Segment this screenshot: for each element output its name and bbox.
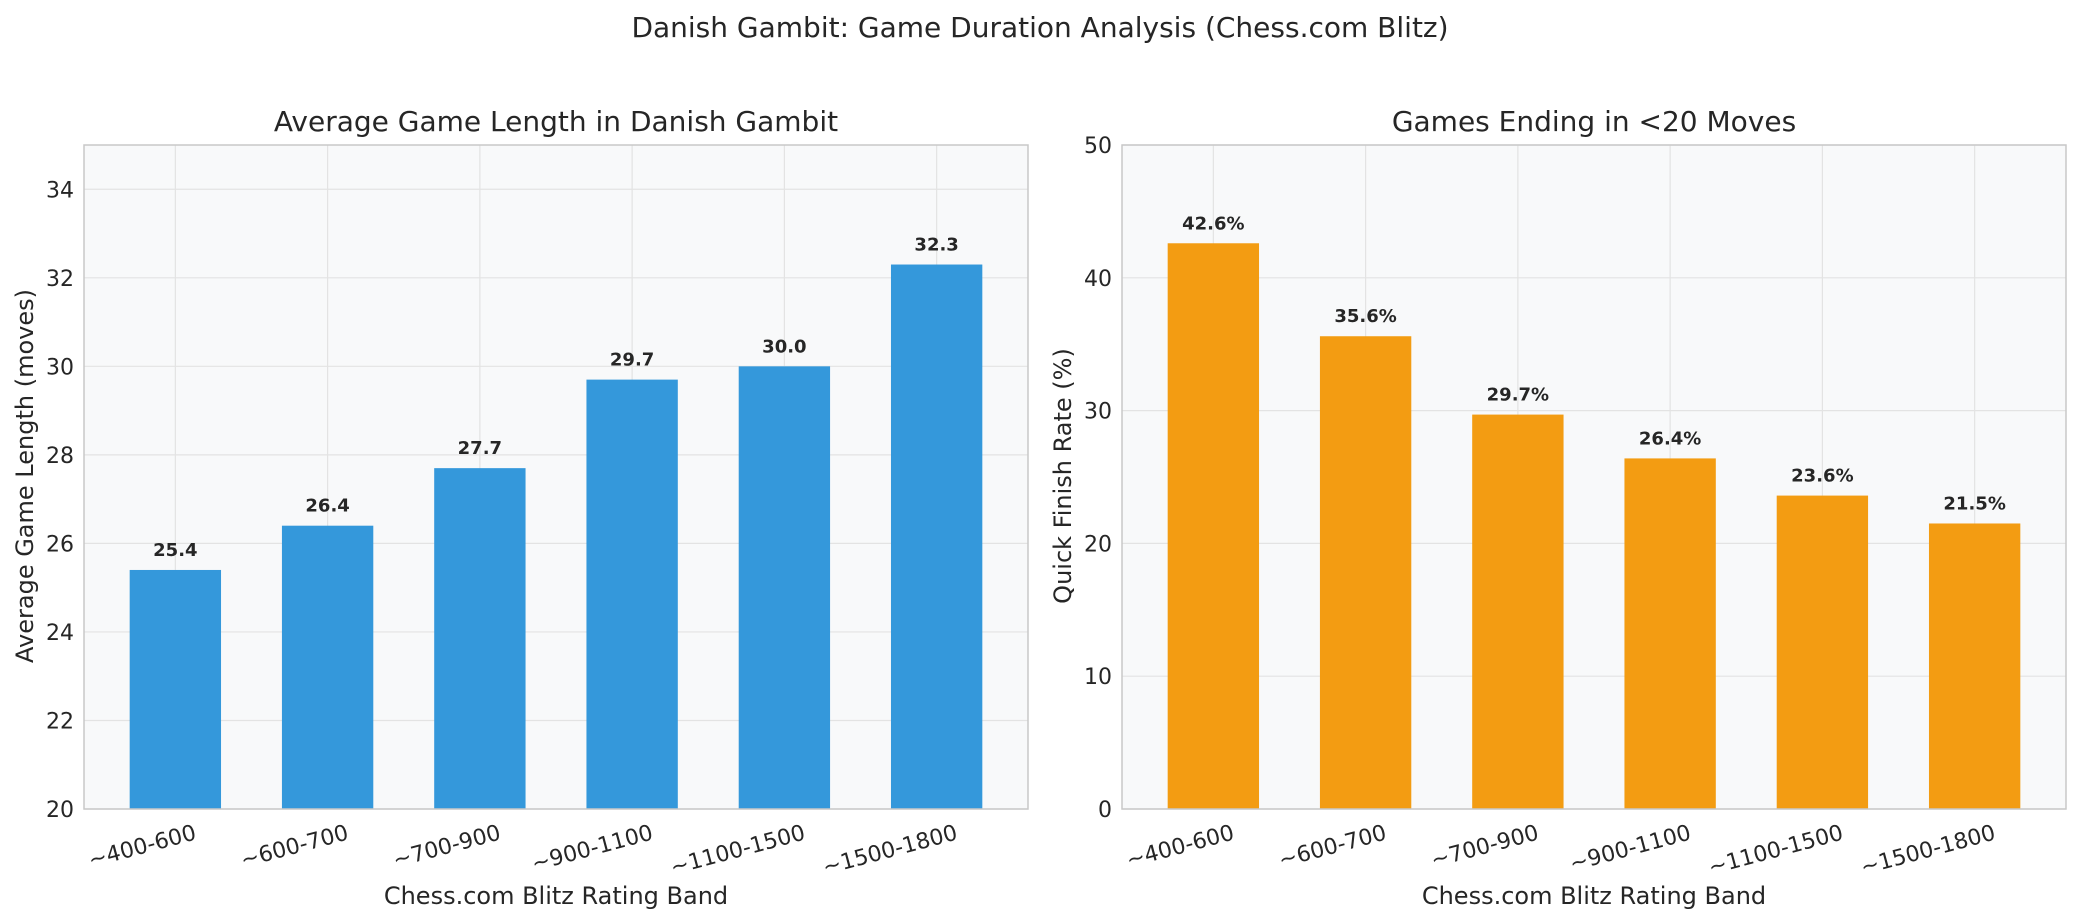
- y-tick-label: 34: [46, 178, 74, 203]
- y-tick-label: 10: [1084, 665, 1112, 690]
- bar-value-label: 35.6%: [1334, 306, 1396, 327]
- right-chart-ylabel: Quick Finish Rate (%): [1049, 348, 1077, 604]
- right-axes-frame: [1121, 144, 2067, 810]
- bar-5: [738, 366, 831, 809]
- bar-1: [129, 569, 222, 809]
- y-tick-label: 40: [1084, 267, 1112, 292]
- bar-value-label: 23.6%: [1791, 466, 1853, 487]
- x-tick-label: ~400-600: [1124, 821, 1237, 874]
- bar-value-label: 25.4: [153, 540, 197, 561]
- y-tick-label: 30: [46, 355, 74, 380]
- x-tick-label: ~1100-1500: [668, 821, 808, 881]
- bar-value-label: 32.3: [914, 235, 958, 256]
- x-tick-label: ~1100-1500: [1706, 821, 1846, 881]
- x-tick-label: ~900-1100: [1567, 821, 1694, 877]
- y-tick-label: 26: [46, 532, 74, 557]
- right-chart-xlabel: Chess.com Blitz Rating Band: [1422, 882, 1766, 910]
- bar-2: [1319, 336, 1412, 809]
- bar-4: [586, 379, 678, 809]
- bar-value-label: 30.0: [762, 336, 806, 357]
- x-tick-label: ~700-900: [390, 821, 503, 874]
- x-tick-label: ~1500-1800: [1858, 821, 1998, 881]
- bar-value-label: 27.7: [458, 438, 502, 459]
- bar-value-label: 29.7%: [1487, 385, 1549, 406]
- bar-3: [1472, 414, 1564, 809]
- bar-2: [281, 525, 374, 809]
- y-tick-label: 0: [1098, 798, 1112, 823]
- x-tick-label: ~600-700: [238, 821, 351, 874]
- left-chart-ylabel: Average Game Length (moves): [11, 289, 39, 663]
- y-tick-label: 20: [1084, 532, 1112, 557]
- left-axes-frame: [83, 144, 1029, 810]
- bar-4: [1624, 458, 1716, 809]
- bar-3: [434, 468, 526, 809]
- y-tick-label: 32: [46, 267, 74, 292]
- x-tick-label: ~600-700: [1276, 821, 1389, 874]
- bar-1: [1167, 243, 1260, 810]
- left-plot-area: [84, 145, 1028, 809]
- bar-value-label: 42.6%: [1182, 213, 1244, 234]
- bar-value-label: 26.4: [305, 496, 349, 517]
- bar-6: [1928, 523, 2021, 809]
- x-tick-label: ~1500-1800: [820, 821, 960, 881]
- bar-value-label: 21.5%: [1943, 493, 2005, 514]
- bar-5: [1776, 495, 1869, 809]
- left-chart-xlabel: Chess.com Blitz Rating Band: [384, 882, 728, 910]
- bar-value-label: 29.7: [610, 350, 654, 371]
- right-chart-title: Games Ending in <20 Moves: [1392, 105, 1796, 138]
- y-tick-label: 30: [1084, 400, 1112, 425]
- figure-title: Danish Gambit: Game Duration Analysis (C…: [631, 11, 1448, 44]
- x-tick-label: ~900-1100: [529, 821, 656, 877]
- left-chart-title: Average Game Length in Danish Gambit: [274, 105, 838, 138]
- y-tick-label: 50: [1084, 134, 1112, 159]
- x-tick-label: ~700-900: [1428, 821, 1541, 874]
- right-plot-area: [1122, 145, 2066, 809]
- y-tick-label: 28: [46, 444, 74, 469]
- left-chart-panel: Average Game Length in Danish Gambit Che…: [11, 105, 1029, 910]
- y-tick-label: 20: [46, 798, 74, 823]
- bar-value-label: 26.4%: [1639, 428, 1701, 449]
- right-chart-panel: Games Ending in <20 Moves Chess.com Blit…: [1049, 105, 2067, 910]
- bar-6: [890, 264, 983, 809]
- x-tick-label: ~400-600: [86, 821, 199, 874]
- y-tick-label: 22: [46, 709, 74, 734]
- y-tick-label: 24: [46, 621, 74, 646]
